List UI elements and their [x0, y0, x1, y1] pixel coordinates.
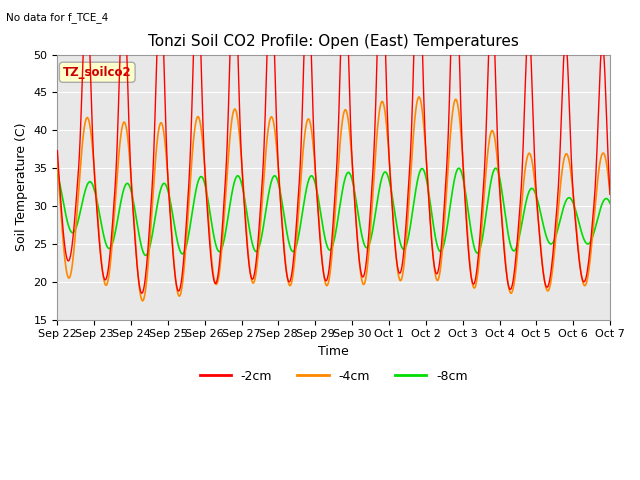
- Y-axis label: Soil Temperature (C): Soil Temperature (C): [15, 123, 28, 252]
- Text: No data for f_TCE_4: No data for f_TCE_4: [6, 12, 109, 23]
- X-axis label: Time: Time: [318, 345, 349, 358]
- Text: TZ_soilco2: TZ_soilco2: [63, 66, 132, 79]
- Legend: -2cm, -4cm, -8cm: -2cm, -4cm, -8cm: [195, 365, 473, 388]
- Title: Tonzi Soil CO2 Profile: Open (East) Temperatures: Tonzi Soil CO2 Profile: Open (East) Temp…: [148, 34, 519, 49]
